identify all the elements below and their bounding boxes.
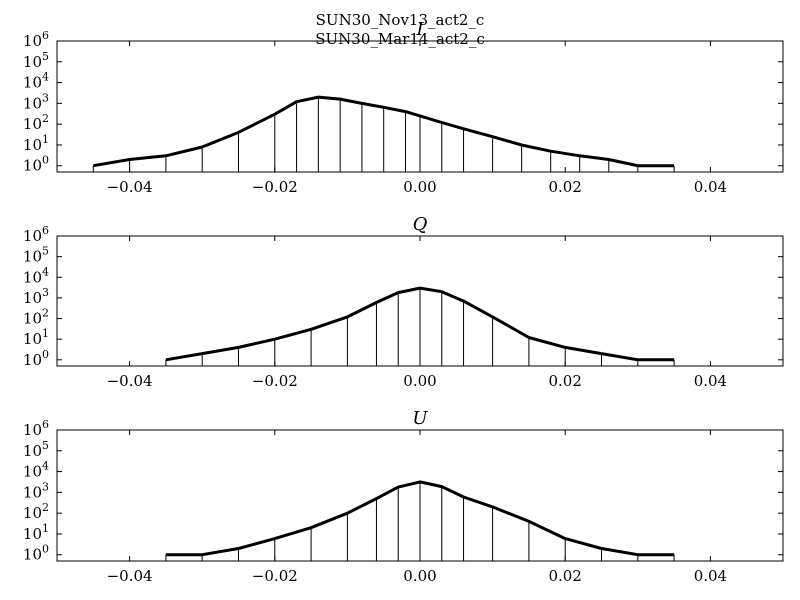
x-tick-label: −0.02	[252, 372, 298, 390]
x-tick-label: 0.00	[403, 567, 436, 585]
y-tick-label: 106	[23, 224, 49, 245]
x-tick-label: 0.04	[694, 567, 727, 585]
y-tick-label: 102	[23, 112, 49, 133]
y-tick-label: 102	[23, 307, 49, 328]
chart-q: −0.04 −0.02 0.00 0.02 0.04 100101102103104105…	[23, 214, 784, 390]
y-tick-label: 100	[23, 348, 49, 369]
y-tick-label: 101	[23, 327, 49, 348]
panel-title: Q	[413, 214, 428, 235]
panel-title: U	[412, 408, 428, 429]
x-tick-label: 0.00	[403, 178, 436, 196]
x-tick-label: 0.02	[548, 567, 581, 585]
x-tick-label: 0.04	[694, 372, 727, 390]
y-tick-label: 101	[23, 133, 49, 154]
x-tick-label: −0.04	[107, 567, 153, 585]
series-line	[93, 95, 675, 168]
y-tick-label: 105	[23, 245, 49, 266]
chart-u: −0.04 −0.02 0.00 0.02 0.04 100101102103104105…	[23, 408, 784, 585]
y-tick-label: 103	[23, 480, 49, 501]
y-tick-label: 104	[23, 460, 49, 481]
x-tick-label: −0.02	[252, 178, 298, 196]
y-tick-label: 102	[23, 501, 49, 522]
figure-title-1: SUN30_Nov13_act2_c	[315, 11, 485, 29]
figure-title-2: SUN30_Mar14_act2_c	[315, 30, 485, 48]
x-tick-label: −0.02	[252, 567, 298, 585]
x-tick-label: 0.04	[694, 178, 727, 196]
x-tick-label: 0.02	[548, 178, 581, 196]
x-tick-label: −0.04	[107, 372, 153, 390]
x-tick-label: 0.00	[403, 372, 436, 390]
y-tick-label: 100	[23, 543, 49, 564]
y-tick-label: 103	[23, 286, 49, 307]
y-tick-label: 106	[23, 418, 49, 439]
y-tick-label: 105	[23, 50, 49, 71]
y-tick-label: 105	[23, 439, 49, 460]
y-tick-label: 104	[23, 265, 49, 286]
y-tick-label: 104	[23, 71, 49, 92]
x-tick-label: −0.04	[107, 178, 153, 196]
y-tick-label: 103	[23, 91, 49, 112]
y-tick-label: 100	[23, 154, 49, 175]
panel-title: I	[415, 19, 424, 40]
x-tick-label: 0.02	[548, 372, 581, 390]
y-tick-label: 101	[23, 522, 49, 543]
